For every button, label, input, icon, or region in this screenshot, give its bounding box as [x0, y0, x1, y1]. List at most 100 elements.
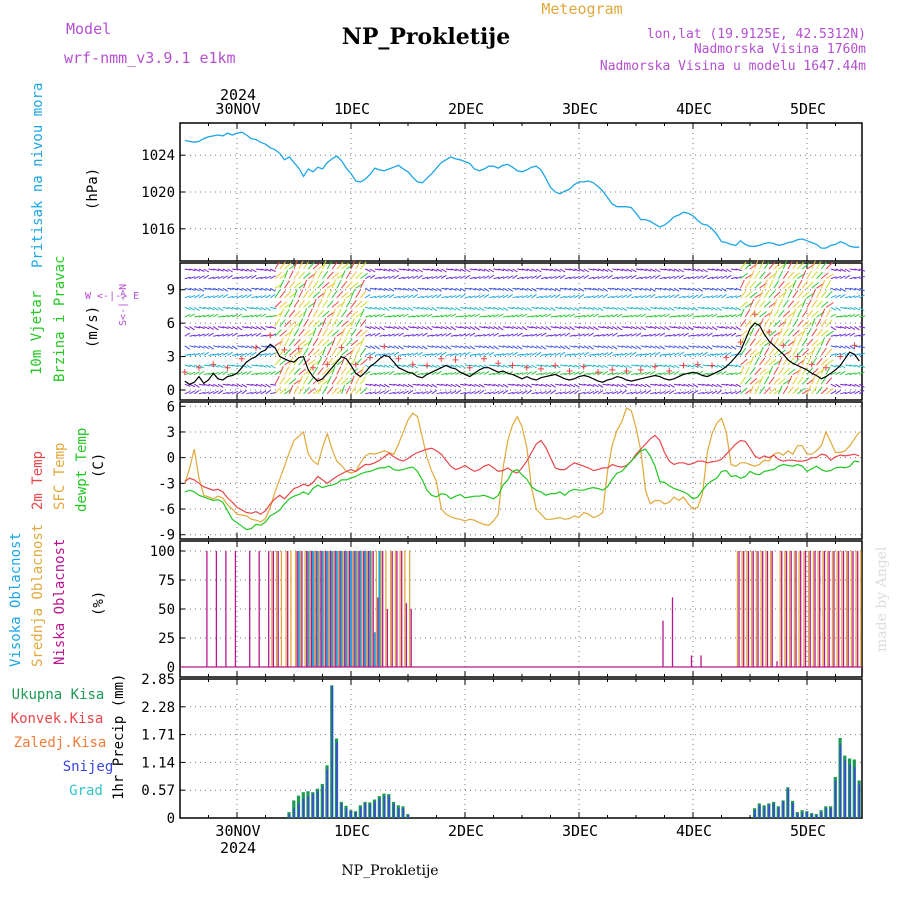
- wind-barb: [830, 334, 837, 337]
- wind-barb: [550, 315, 557, 318]
- ytick-label: 100: [150, 544, 175, 560]
- wind-barb: [631, 314, 638, 318]
- wind-barb: [726, 333, 732, 337]
- wind-barb: [854, 306, 861, 311]
- wind-barb: [806, 299, 812, 308]
- ytick-label: 3: [167, 350, 175, 366]
- wind-barb: [293, 299, 300, 308]
- wind-barb: [426, 326, 433, 331]
- wind-barb: [650, 268, 656, 272]
- wind-barb: [602, 306, 609, 310]
- wind-barb: [222, 306, 229, 310]
- wind-barb: [768, 387, 777, 395]
- wind-barb: [488, 372, 495, 376]
- wind-barb: [559, 345, 566, 350]
- wind-barb: [797, 262, 804, 270]
- wind-barb: [645, 294, 651, 299]
- wind-barb: [445, 345, 452, 350]
- wind-barb: [588, 383, 595, 387]
- wind-barb: [650, 275, 656, 280]
- wind-barb: [355, 300, 363, 308]
- wind-barb: [640, 364, 647, 368]
- wind-barb: [716, 294, 723, 299]
- legend-freezing-rain: Zaledj.Kisa: [14, 735, 107, 751]
- wind-barb: [203, 351, 210, 356]
- wind-barb: [521, 306, 528, 311]
- precip-snow-bar: [763, 807, 766, 818]
- wind-barb: [583, 391, 590, 395]
- wind-barb: [227, 372, 234, 376]
- wind-barb: [749, 367, 756, 375]
- wind-barb: [593, 345, 600, 348]
- wind-barb: [621, 275, 628, 280]
- wind-barb: [849, 276, 856, 280]
- wind-barb: [664, 276, 671, 280]
- wind-barb: [374, 353, 381, 356]
- wind-barb: [611, 345, 618, 350]
- wind-barb: [564, 364, 571, 368]
- wind-barb: [763, 376, 770, 385]
- wind-barb: [436, 275, 443, 280]
- precip-snow-bar: [388, 796, 390, 818]
- wind-barb: [849, 287, 856, 291]
- wind-barb: [854, 345, 861, 348]
- wind-barb: [554, 287, 561, 292]
- wind-barb: [707, 295, 714, 299]
- wind-barb: [806, 356, 812, 366]
- ytick-label: 0: [167, 660, 175, 676]
- precip-snow-bar: [298, 803, 300, 818]
- wind-barb: [460, 326, 467, 329]
- wind-barb: [859, 364, 865, 368]
- wind-barb: [531, 370, 537, 376]
- wind-barb: [607, 287, 614, 290]
- precip-snow-bar: [331, 686, 333, 818]
- day-label-top: 5DEC: [790, 100, 826, 118]
- wind-barb: [393, 287, 400, 290]
- wind-barb: [678, 333, 685, 337]
- wind-barb: [626, 370, 632, 376]
- wind-barb: [555, 383, 562, 386]
- wind-barb: [336, 262, 344, 270]
- year-top: 2024: [220, 86, 256, 104]
- wind-barb: [583, 268, 590, 273]
- precip-snow-bar: [754, 810, 756, 818]
- wind-barb: [597, 352, 604, 356]
- wind-barb: [502, 371, 509, 376]
- wind-barb: [759, 311, 767, 318]
- wind-barb: [270, 275, 276, 280]
- wind-barb: [721, 275, 728, 280]
- wind-barb: [493, 326, 500, 330]
- wind-barb: [189, 334, 196, 337]
- wind-barb: [707, 306, 713, 311]
- wind-barb: [597, 389, 604, 395]
- wind-barb: [227, 383, 234, 387]
- wind-barb: [782, 299, 789, 308]
- wind-barb: [782, 367, 790, 375]
- precip-snow-bar: [853, 766, 856, 818]
- wind-barb: [345, 310, 353, 318]
- wind-barb: [460, 352, 466, 356]
- wind-barb: [854, 287, 861, 291]
- wind-barb: [683, 332, 689, 337]
- wind-barb: [255, 326, 262, 330]
- wind-barb: [284, 319, 292, 327]
- wind-barb: [364, 370, 371, 376]
- wind-barb: [707, 268, 714, 271]
- wind-barb: [602, 345, 609, 349]
- wind-barb: [260, 383, 267, 388]
- ytick-label: 2.28: [141, 700, 175, 716]
- wind-barb: [341, 298, 346, 308]
- wind-barb: [583, 333, 590, 337]
- wind-barb: [498, 345, 505, 348]
- wind-barb: [303, 300, 311, 308]
- wind-barb: [820, 301, 829, 308]
- wind-barb: [573, 383, 580, 388]
- wind-barb: [403, 306, 409, 311]
- wind-barb: [531, 383, 538, 386]
- wind-barb: [312, 348, 320, 356]
- wind-barb: [260, 390, 267, 395]
- wind-barb: [811, 339, 819, 347]
- wind-barb: [326, 260, 333, 270]
- wind-barb: [768, 290, 776, 299]
- wind-barb: [673, 352, 680, 356]
